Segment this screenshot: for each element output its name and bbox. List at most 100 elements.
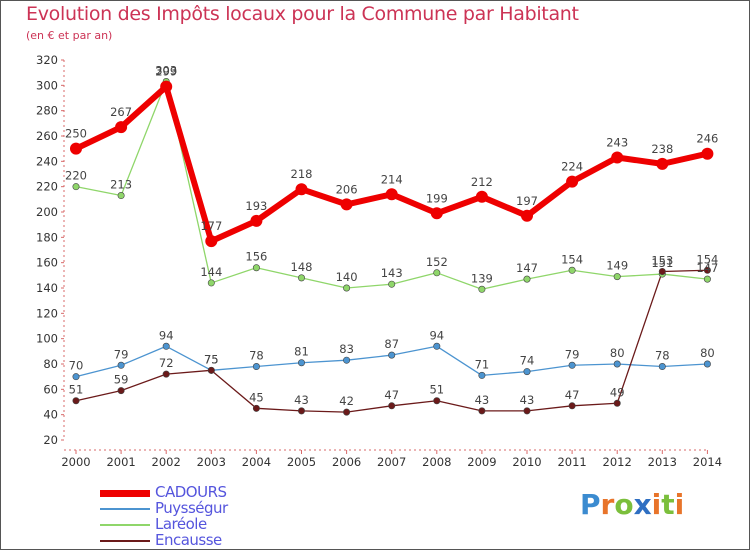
- x-tick-label: 2001: [106, 455, 135, 469]
- data-point: [70, 142, 82, 155]
- x-tick-label: 2012: [603, 455, 632, 469]
- data-label: 140: [336, 270, 358, 284]
- x-tick-label: 2007: [377, 455, 406, 469]
- data-point: [343, 284, 351, 292]
- x-tick-label: 2010: [512, 455, 541, 469]
- y-tick-label: 60: [43, 382, 58, 396]
- data-label: 143: [381, 266, 403, 280]
- data-label: 78: [655, 349, 670, 363]
- data-label: 94: [159, 328, 174, 342]
- data-label: 87: [384, 337, 399, 351]
- data-label: 303: [155, 64, 177, 78]
- logo-letter: i: [674, 488, 685, 521]
- data-point: [72, 373, 80, 381]
- data-point: [523, 368, 531, 376]
- data-point: [568, 402, 576, 410]
- data-point: [162, 342, 170, 350]
- data-label: 71: [475, 357, 490, 371]
- data-label: 197: [516, 194, 538, 208]
- data-label: 199: [426, 191, 448, 205]
- logo-letter: t: [661, 488, 675, 521]
- data-label: 156: [245, 250, 267, 264]
- chart-subtitle: (en € et par an): [26, 29, 113, 42]
- y-tick-label: 200: [36, 205, 58, 219]
- data-point: [613, 273, 621, 281]
- data-label: 147: [696, 261, 718, 275]
- legend-swatch: [100, 540, 150, 542]
- data-labels: 70 79 94 75 78 81 83 87 94 71 74 79 80 78 80 220 213 303 1…: [65, 64, 718, 409]
- data-point: [160, 80, 173, 93]
- x-tick-label: 2014: [693, 455, 722, 469]
- data-point: [297, 274, 305, 282]
- legend-item: Laréole: [100, 515, 300, 533]
- legend-swatch: [100, 524, 150, 526]
- data-label: 224: [561, 160, 583, 174]
- y-tick-label: 40: [43, 408, 58, 422]
- data-point: [523, 275, 531, 283]
- y-tick-label: 160: [36, 256, 58, 270]
- data-label: 149: [606, 259, 628, 273]
- data-point: [478, 371, 486, 379]
- logo-letter: x: [633, 488, 652, 521]
- data-label: 213: [110, 178, 132, 192]
- data-label: 75: [204, 352, 219, 366]
- data-point: [566, 175, 579, 188]
- data-point: [703, 266, 711, 274]
- logo-letter: P: [580, 488, 601, 521]
- data-label: 250: [65, 127, 87, 141]
- data-point: [613, 360, 621, 368]
- legend-label: Laréole: [155, 515, 207, 533]
- y-tick-label: 220: [36, 180, 58, 194]
- legend-item: Encausse: [100, 531, 300, 549]
- data-label: 47: [565, 388, 580, 402]
- data-label: 75: [204, 352, 219, 366]
- x-tick-label: 2002: [152, 455, 181, 469]
- data-point: [388, 402, 396, 410]
- data-label: 246: [696, 132, 718, 146]
- data-point: [478, 285, 486, 293]
- data-point: [433, 342, 441, 350]
- y-tick-label: 240: [36, 154, 58, 168]
- data-label: 51: [69, 383, 84, 397]
- data-label: 43: [520, 393, 535, 407]
- series-points: [70, 78, 714, 416]
- data-point: [478, 407, 486, 415]
- data-label: 148: [291, 260, 313, 274]
- x-tick-label: 2011: [557, 455, 586, 469]
- data-point: [343, 408, 351, 416]
- data-label: 238: [651, 142, 673, 156]
- data-label: 220: [65, 169, 87, 183]
- y-tick-label: 280: [36, 104, 58, 118]
- legend-swatch: [100, 508, 150, 510]
- legend-label: CADOURS: [155, 483, 227, 501]
- data-point: [388, 280, 396, 288]
- y-tick-label: 100: [36, 332, 58, 346]
- x-tick-label: 2003: [197, 455, 226, 469]
- data-point: [701, 147, 714, 160]
- y-tick-label: 80: [43, 357, 58, 371]
- data-point: [656, 157, 669, 170]
- data-point: [117, 192, 125, 200]
- data-label: 45: [249, 390, 264, 404]
- data-label: 212: [471, 175, 493, 189]
- y-tick-label: 260: [36, 129, 58, 143]
- data-point: [250, 214, 263, 227]
- legend-label: Puysségur: [155, 499, 228, 517]
- legend-swatch: [100, 489, 150, 497]
- y-tick-label: 120: [36, 306, 58, 320]
- data-point: [340, 198, 353, 211]
- data-label: 81: [294, 345, 309, 359]
- x-tick-label: 2006: [332, 455, 361, 469]
- legend-label: Encausse: [155, 531, 222, 549]
- proxiti-logo: Proxiti: [580, 488, 684, 521]
- data-point: [611, 151, 624, 164]
- y-tick-label: 300: [36, 78, 58, 92]
- data-point: [297, 407, 305, 415]
- data-label: 74: [520, 354, 535, 368]
- data-label: 72: [159, 356, 174, 370]
- data-label: 59: [114, 373, 129, 387]
- data-point: [252, 404, 260, 412]
- data-label: 43: [475, 393, 490, 407]
- data-point: [207, 366, 215, 374]
